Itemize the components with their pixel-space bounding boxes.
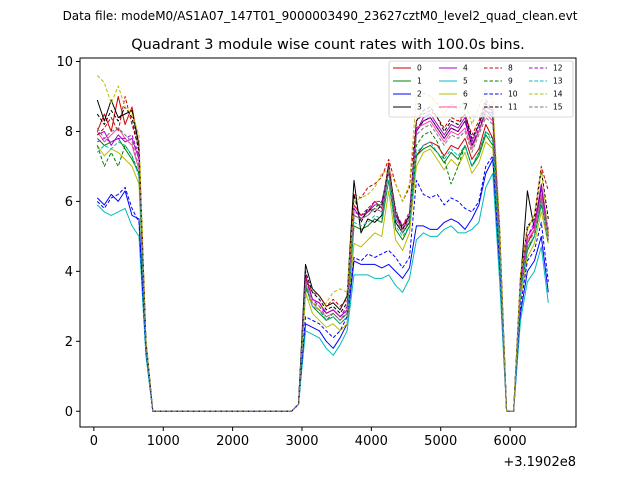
x-tick-label: 3000	[285, 434, 318, 449]
axes-frame	[79, 57, 577, 428]
series-line-10	[96, 155, 549, 412]
figure-suptitle: Data file: modeM0/AS1A07_147T01_90000034…	[63, 9, 578, 23]
series-line-11	[96, 103, 549, 412]
y-tick-label: 8	[65, 125, 73, 140]
legend-label-0: 0	[417, 64, 422, 73]
x-tick-label: 6000	[494, 434, 527, 449]
legend-label-13: 13	[553, 77, 563, 86]
series-line-5	[96, 172, 549, 412]
series-line-12	[97, 110, 549, 412]
x-tick-label: 2000	[216, 434, 249, 449]
legend-label-5: 5	[463, 77, 468, 86]
legend-label-10: 10	[508, 90, 518, 99]
x-tick-label: 0	[90, 434, 98, 449]
series-line-4	[97, 106, 549, 412]
y-tick-label: 4	[65, 265, 73, 280]
y-tick-label: 6	[65, 195, 73, 210]
series-line-8	[96, 96, 549, 412]
x-tick-label: 5000	[424, 434, 457, 449]
series-line-14	[96, 75, 549, 412]
legend-box	[388, 60, 574, 118]
legend-label-6: 6	[463, 90, 468, 99]
series-line-6	[96, 141, 549, 412]
y-axis: 0 2 4 6 8 10	[56, 55, 80, 420]
x-axis: 0 1000 2000 3000 4000 5000 6000	[90, 427, 527, 449]
legend-label-12: 12	[553, 64, 563, 73]
legend-label-9: 9	[508, 77, 513, 86]
series-line-1	[96, 134, 549, 412]
legend-label-14: 14	[553, 90, 563, 99]
chart-title: Quadrant 3 module wise count rates with …	[131, 37, 525, 53]
series-line-2	[96, 158, 549, 412]
legend-label-4: 4	[463, 64, 468, 73]
y-tick-label: 10	[56, 55, 73, 70]
legend-label-7: 7	[463, 103, 468, 112]
legend-label-11: 11	[508, 103, 518, 112]
x-tick-label: 4000	[355, 434, 388, 449]
legend-label-8: 8	[508, 64, 513, 73]
legend-label-2: 2	[417, 90, 422, 99]
legend-label-15: 15	[553, 103, 563, 112]
legend-label-3: 3	[417, 103, 422, 112]
x-tick-label: 1000	[147, 434, 180, 449]
y-tick-label: 2	[65, 335, 73, 350]
y-tick-label: 0	[65, 405, 73, 420]
legend-label-1: 1	[417, 77, 422, 86]
series-line-13	[96, 131, 549, 412]
series-line-15	[96, 117, 549, 412]
plot-area	[96, 75, 549, 412]
x-offset-label: +3.1902e8	[503, 455, 576, 470]
series-line-0	[96, 96, 549, 412]
series-line-9	[96, 131, 549, 412]
